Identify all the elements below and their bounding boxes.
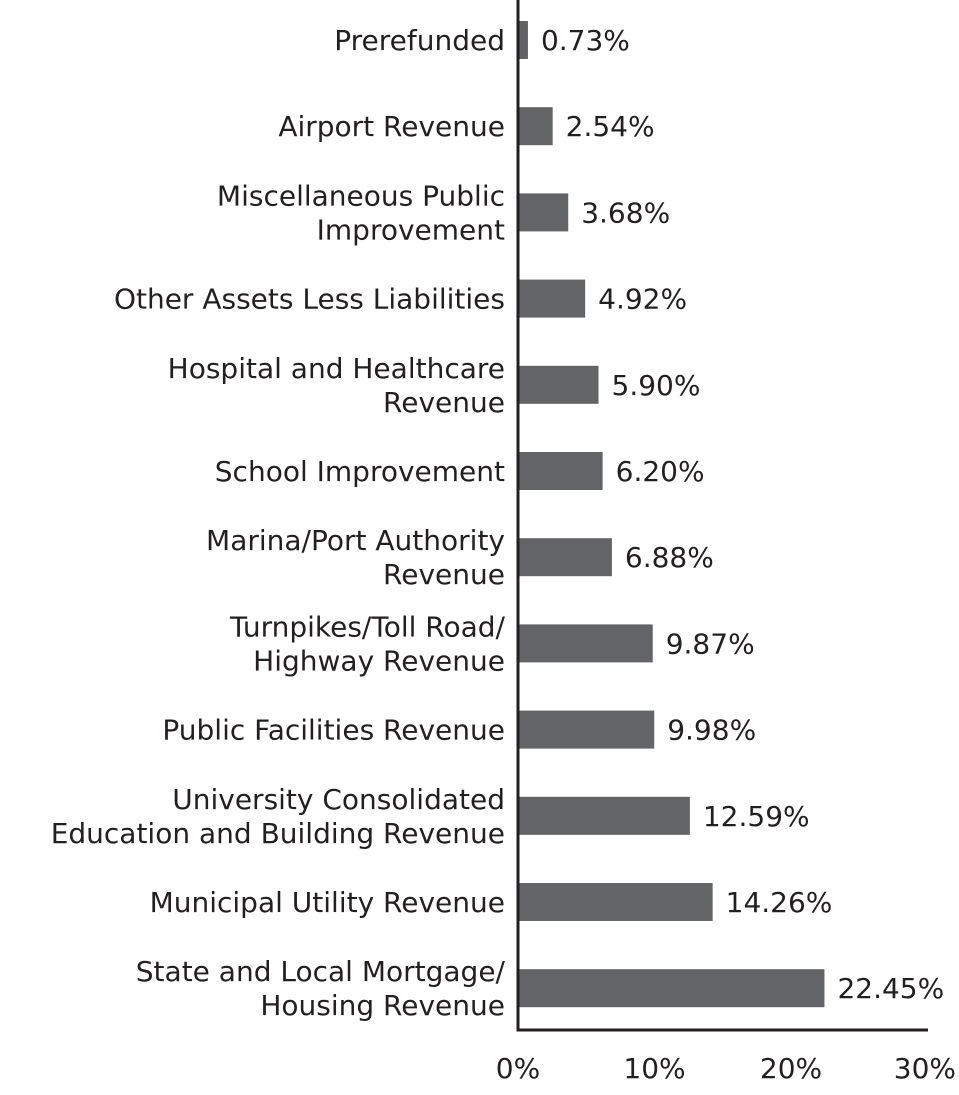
- value-label: 9.98%: [667, 714, 756, 747]
- bar: [518, 107, 553, 146]
- bar: [518, 538, 612, 577]
- value-label: 4.92%: [598, 283, 687, 316]
- category-label: Municipal Utility Revenue: [150, 886, 505, 919]
- bar: [518, 969, 825, 1008]
- category-label: Miscellaneous Public: [217, 179, 505, 212]
- category-label: Revenue: [383, 558, 505, 591]
- category-label: Prerefunded: [334, 24, 505, 57]
- category-label: Turnpikes/Toll Road/: [229, 610, 506, 643]
- bar: [518, 21, 528, 59]
- category-label: Marina/Port Authority: [206, 524, 505, 557]
- x-tick-label: 10%: [623, 1052, 685, 1085]
- value-label: 6.88%: [625, 541, 714, 574]
- bar: [518, 193, 569, 232]
- value-label: 9.87%: [666, 627, 755, 660]
- bar: [518, 279, 586, 318]
- bars-layer: [518, 21, 825, 1008]
- value-label: 2.54%: [566, 110, 655, 143]
- value-label: 12.59%: [703, 800, 810, 833]
- bar: [518, 710, 655, 749]
- category-label: Highway Revenue: [253, 644, 505, 677]
- value-labels-layer: 0.73% 2.54% 3.68% 4.92% 5.90% 6.20% 6.88% 9.87%…: [541, 24, 944, 1005]
- x-tick-label: 0%: [496, 1052, 540, 1085]
- category-label: Education and Building Revenue: [51, 817, 505, 850]
- category-label: State and Local Mortgage/: [136, 955, 506, 988]
- category-label: Airport Revenue: [278, 110, 505, 143]
- bar: [518, 883, 713, 921]
- x-tick-label: 20%: [760, 1052, 822, 1085]
- category-label: Housing Revenue: [260, 989, 505, 1022]
- category-label: Hospital and Healthcare: [168, 352, 505, 385]
- value-label: 3.68%: [581, 196, 670, 229]
- bar: [518, 365, 599, 404]
- value-label: 14.26%: [726, 886, 833, 919]
- value-label: 6.20%: [616, 455, 705, 488]
- bar: [518, 796, 690, 835]
- bar: [518, 452, 603, 490]
- axes-layer: 0% 10% 20% 30%: [496, 0, 956, 1085]
- category-label: Improvement: [317, 213, 505, 246]
- category-label: School Improvement: [215, 455, 505, 488]
- category-label: University Consolidated: [172, 783, 505, 816]
- category-label: Public Facilities Revenue: [162, 714, 505, 747]
- category-labels-layer: Prerefunded Airport Revenue Miscellaneous …: [51, 24, 506, 1022]
- value-label: 5.90%: [612, 369, 701, 402]
- category-label: Other Assets Less Liabilities: [114, 283, 505, 316]
- x-tick-label: 30%: [894, 1052, 956, 1085]
- category-label: Revenue: [383, 386, 505, 419]
- bar: [518, 624, 653, 663]
- value-label: 22.45%: [837, 972, 944, 1005]
- value-label: 0.73%: [541, 24, 630, 57]
